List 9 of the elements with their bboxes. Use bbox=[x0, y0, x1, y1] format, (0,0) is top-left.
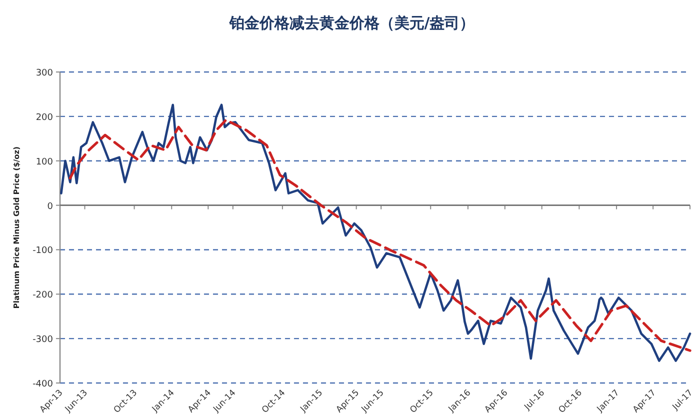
y-tick-label: -300 bbox=[32, 335, 54, 346]
y-tick-label: -100 bbox=[32, 246, 54, 256]
y-tick-label: 100 bbox=[36, 157, 54, 168]
y-tick-label: 0 bbox=[47, 202, 54, 212]
y-tick-label: -200 bbox=[32, 290, 54, 301]
chart-title: 铂金价格减去黄金价格（美元/盎司） bbox=[228, 14, 475, 32]
y-tick-label: 200 bbox=[36, 112, 54, 123]
y-tick-label: 300 bbox=[36, 68, 54, 78]
y-tick-label: -400 bbox=[32, 380, 54, 390]
